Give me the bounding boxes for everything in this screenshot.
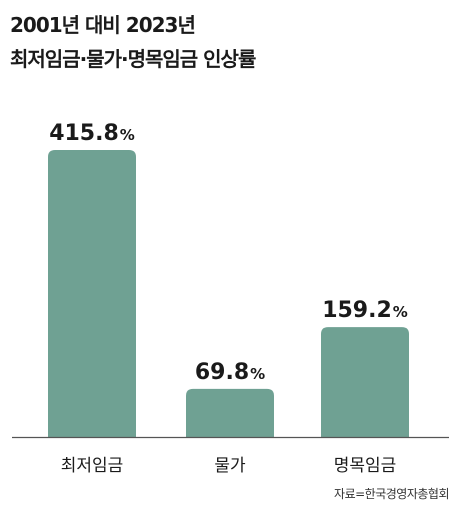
bar-2 [186,388,274,437]
chart-title-line-1: 2001년 대비 2023년 [10,13,196,37]
bar-1 [48,150,136,437]
value-label-1: 415.8% [49,121,135,146]
value-label-3: 159.2% [322,298,408,323]
category-label-3: 명목임금 [334,456,397,476]
bar-3 [321,327,409,437]
chart-title-line-2: 최저임금·물가·명목임금 인상률 [10,47,256,71]
category-label-1: 최저임금 [61,456,124,476]
value-label-2: 69.8% [195,360,265,385]
chart-title: 2001년 대비 2023년 최저임금·물가·명목임금 인상률 [10,8,450,76]
category-label-2: 물가 [214,456,246,476]
source-note: 자료=한국경영자총협회 [334,487,449,501]
